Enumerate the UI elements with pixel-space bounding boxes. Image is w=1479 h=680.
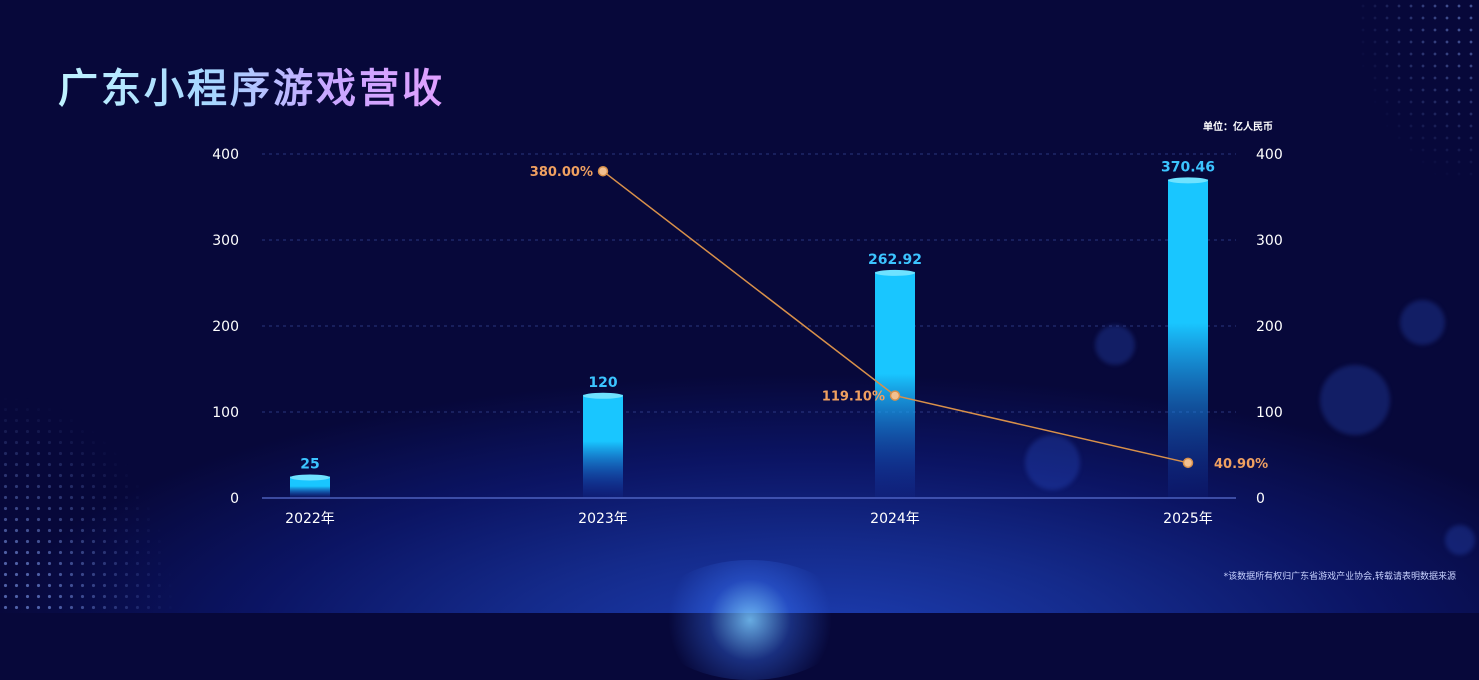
bar <box>583 394 623 498</box>
y-axis-right-tick-label: 100 <box>1256 405 1283 421</box>
x-axis-category-label: 2025年 <box>1163 511 1213 527</box>
decorative-bokeh <box>1320 365 1390 435</box>
bar-value-label: 262.92 <box>868 252 922 268</box>
x-axis-category-label: 2024年 <box>870 511 920 527</box>
growth-rate-point <box>889 390 901 401</box>
y-axis-left-tick-label: 400 <box>212 147 239 163</box>
bar <box>1168 179 1208 498</box>
bar-top-cap <box>875 269 915 276</box>
y-axis-right-tick-label: 300 <box>1256 233 1283 249</box>
growth-rate-point <box>1182 457 1194 469</box>
decorative-dot-pattern-right <box>1249 0 1479 300</box>
revenue-chart: 0 0 100 100 200 200 300 300 400 400 25 120 262.92 370… <box>212 147 1283 527</box>
growth-rate-label: 380.00% <box>530 165 593 180</box>
decorative-bokeh <box>1025 435 1080 490</box>
growth-rate-point <box>597 165 609 177</box>
bar-value-label: 25 <box>300 457 319 473</box>
bar-top-cap <box>290 474 330 481</box>
bar-top-cap <box>583 392 623 399</box>
y-axis-left-tick-label: 100 <box>212 405 239 421</box>
growth-rate-label: 40.90% <box>1214 457 1268 472</box>
x-axis-category-label: 2023年 <box>578 511 628 527</box>
y-axis-right-tick-label: 200 <box>1256 319 1283 335</box>
decorative-bokeh <box>1095 325 1135 365</box>
decorative-bokeh <box>1400 300 1445 345</box>
y-axis-left-tick-label: 0 <box>230 491 239 507</box>
data-source-footnote: *该数据所有权归广东省游戏产业协会,转载请表明数据来源 <box>1223 572 1456 582</box>
y-axis-left-tick-label: 200 <box>212 319 239 335</box>
unit-label: 单位：亿人民币 <box>1203 122 1273 133</box>
x-axis-category-label: 2022年 <box>285 511 335 527</box>
decorative-dot-pattern-left <box>0 250 260 613</box>
y-axis-left-tick-label: 300 <box>212 233 239 249</box>
decorative-bokeh <box>1445 525 1475 555</box>
bar-value-label: 370.46 <box>1161 159 1215 175</box>
bar <box>290 476 330 498</box>
growth-rate-label: 119.10% <box>822 390 885 405</box>
y-axis-right-tick-label: 0 <box>1256 491 1265 507</box>
page-title: 广东小程序游戏营收 <box>58 66 445 112</box>
bar-top-cap <box>1168 177 1208 184</box>
bar-value-label: 120 <box>588 375 617 391</box>
y-axis-right-tick-label: 400 <box>1256 147 1283 163</box>
